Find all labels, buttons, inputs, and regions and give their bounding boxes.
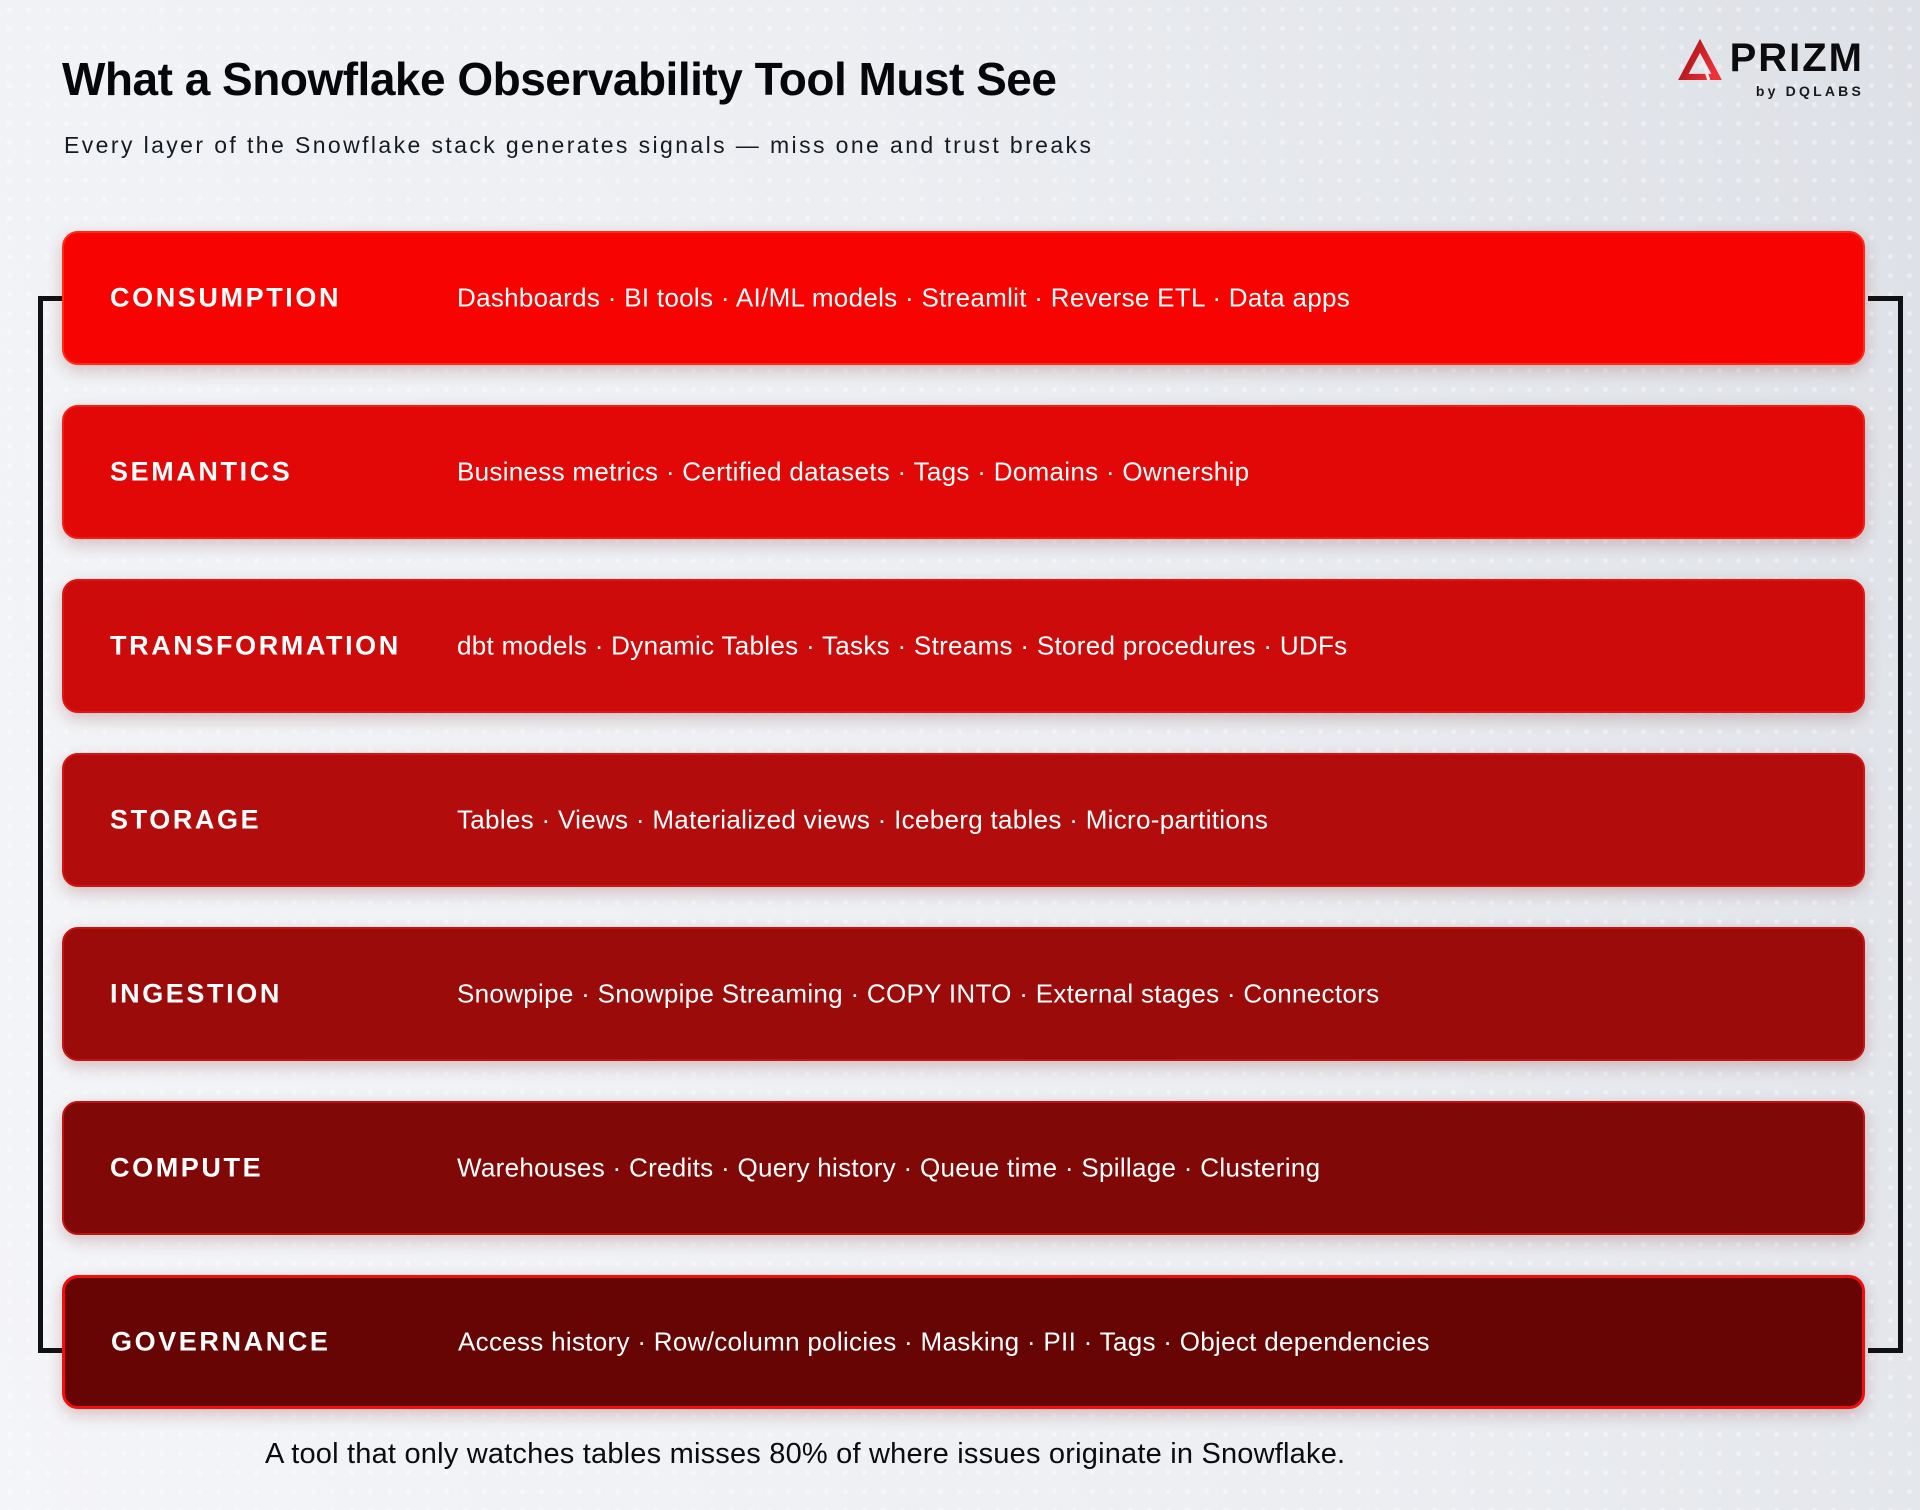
layer-items: Business metrics · Certified datasets · … xyxy=(457,456,1250,487)
layer-items: Snowpipe · Snowpipe Streaming · COPY INT… xyxy=(457,978,1380,1009)
prizm-triangle-icon xyxy=(1677,38,1722,80)
brand-logo: PRIZM by DQLABS xyxy=(1677,36,1864,99)
header: What a Snowflake Observability Tool Must… xyxy=(62,52,1093,159)
brand-logo-row: PRIZM xyxy=(1677,36,1864,81)
layer-row-ingestion: INGESTION Snowpipe · Snowpipe Streaming … xyxy=(62,927,1865,1061)
layer-label: TRANSFORMATION xyxy=(110,630,401,661)
layer-row-compute: COMPUTE Warehouses · Credits · Query his… xyxy=(62,1101,1865,1235)
footer-caption: A tool that only watches tables misses 8… xyxy=(265,1438,1346,1470)
layer-items: Access history · Row/column policies · M… xyxy=(458,1326,1430,1357)
layer-label: CONSUMPTION xyxy=(110,282,342,313)
brand-name: PRIZM xyxy=(1729,36,1864,80)
left-bracket xyxy=(38,296,73,1353)
layer-row-storage: STORAGE Tables · Views · Materialized vi… xyxy=(62,753,1865,887)
layer-items: Tables · Views · Materialized views · Ic… xyxy=(457,804,1269,835)
layer-label: INGESTION xyxy=(110,978,282,1009)
layer-label: STORAGE xyxy=(110,804,262,835)
layer-label: SEMANTICS xyxy=(110,456,293,487)
layer-label: GOVERNANCE xyxy=(111,1326,331,1357)
layer-items: Warehouses · Credits · Query history · Q… xyxy=(457,1152,1321,1183)
brand-byline: by DQLABS xyxy=(1755,83,1864,99)
page-title: What a Snowflake Observability Tool Must… xyxy=(62,53,1057,105)
layer-row-governance: GOVERNANCE Access history · Row/column p… xyxy=(62,1275,1865,1409)
layer-items: Dashboards · BI tools · AI/ML models · S… xyxy=(457,282,1351,313)
layer-items: dbt models · Dynamic Tables · Tasks · St… xyxy=(457,630,1348,661)
page-subtitle: Every layer of the Snowflake stack gener… xyxy=(64,132,1094,158)
layer-stack: CONSUMPTION Dashboards · BI tools · AI/M… xyxy=(62,231,1865,1449)
layer-label: COMPUTE xyxy=(110,1152,264,1183)
layer-row-semantics: SEMANTICS Business metrics · Certified d… xyxy=(62,405,1865,539)
layer-row-consumption: CONSUMPTION Dashboards · BI tools · AI/M… xyxy=(62,231,1865,365)
right-bracket xyxy=(1868,296,1903,1353)
layer-row-transformation: TRANSFORMATION dbt models · Dynamic Tabl… xyxy=(62,579,1865,713)
